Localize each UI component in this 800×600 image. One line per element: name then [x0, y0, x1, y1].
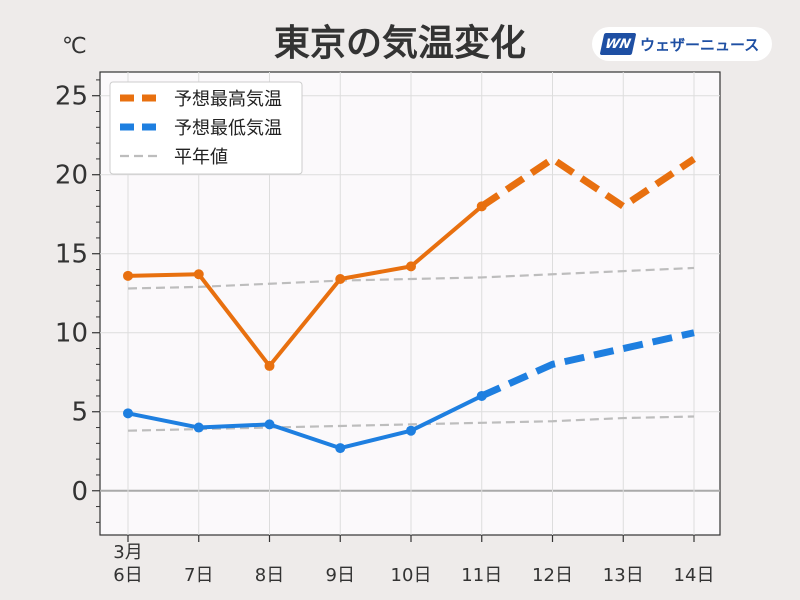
- max-temp-point-1: [193, 269, 204, 280]
- x-tick-label-7: 13日: [603, 565, 644, 586]
- legend-normal-label: 平年値: [174, 147, 228, 168]
- min-temp-point-1: [193, 422, 204, 433]
- brand-name: ウェザーニュース: [640, 35, 760, 54]
- y-tick-label-20: 20: [55, 161, 88, 191]
- x-tick-label-1: 7日: [184, 565, 213, 586]
- max-temp-point-2: [264, 360, 275, 371]
- axes: 0 5 10 15 20 25 6日 7日 8日 9日 10日 11日 12日 13日 14日 3月: [55, 79, 715, 586]
- min-temp-point-2: [264, 419, 275, 430]
- y-tick-label-25: 25: [55, 82, 88, 112]
- min-temp-point-5: [476, 390, 487, 401]
- legend-min-label: 予想最低気温: [174, 118, 282, 139]
- y-axis-unit: ℃: [62, 34, 87, 59]
- legend-max-label: 予想最高気温: [174, 89, 282, 110]
- min-temp-forecast-line: [480, 329, 695, 400]
- legend-box: [109, 81, 303, 175]
- min-temp-point-0: [123, 408, 133, 419]
- brand-logo: WN ウェザーニュース: [592, 27, 772, 61]
- y-tick-label-10: 10: [55, 319, 88, 349]
- y-tick-label-15: 15: [55, 240, 88, 270]
- x-tick-label-2: 8日: [255, 565, 284, 586]
- x-month-label: 3月: [113, 542, 142, 563]
- x-tick-label-0: 6日: [113, 565, 142, 586]
- normal-high-line: [127, 266, 695, 290]
- max-temp-observed-line: [127, 204, 484, 368]
- max-temp-point-0: [123, 270, 133, 281]
- chart-title: 東京の気温変化: [273, 23, 526, 64]
- x-tick-label-4: 10日: [391, 565, 432, 586]
- max-temp-point-3: [335, 274, 346, 285]
- normal-low-line: [127, 415, 695, 432]
- x-tick-label-8: 14日: [674, 565, 715, 586]
- x-tick-label-6: 12日: [532, 565, 573, 586]
- y-tick-label-0: 0: [71, 477, 88, 507]
- max-temp-point-5: [476, 201, 487, 212]
- series-layer: [123, 154, 696, 454]
- max-temp-point-4: [406, 261, 416, 272]
- x-tick-label-3: 9日: [326, 565, 355, 586]
- max-temp-forecast-line: [479, 154, 696, 211]
- y-tick-label-5: 5: [71, 398, 88, 428]
- min-temp-point-4: [406, 425, 416, 436]
- x-tick-label-5: 11日: [461, 565, 502, 586]
- min-temp-point-3: [335, 443, 346, 454]
- min-temp-observed-line: [127, 394, 483, 451]
